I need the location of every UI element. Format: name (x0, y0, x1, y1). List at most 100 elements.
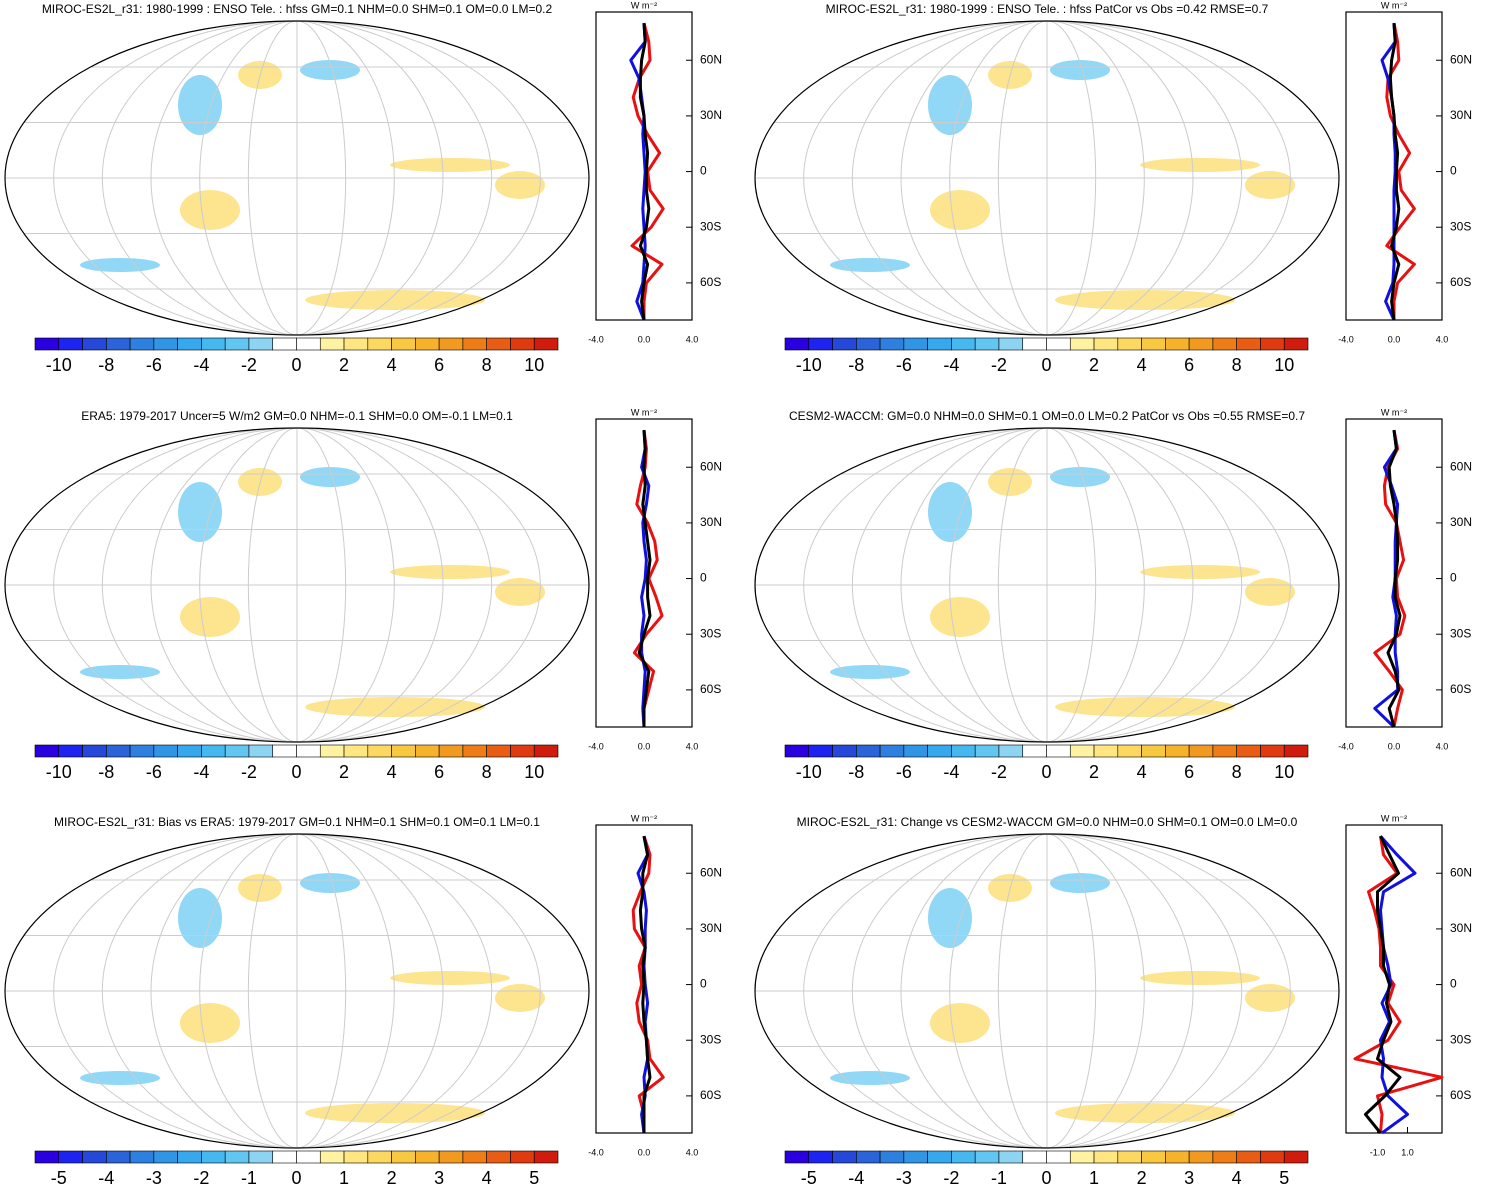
colorbar-label: -6 (896, 762, 912, 782)
x-tick-label: -1.0 (1370, 1147, 1386, 1157)
map-anomaly (80, 665, 160, 679)
colorbar-box (343, 1150, 369, 1164)
colorbar-box (106, 337, 131, 351)
colorbar-label: 10 (1274, 355, 1294, 375)
y-tick-label: 60N (1450, 52, 1472, 66)
colorbar-box (1283, 337, 1309, 351)
map-anomaly (1050, 873, 1110, 893)
colorbar-label: 2 (1089, 355, 1099, 375)
colorbar-box (856, 337, 881, 351)
colorbar-box (438, 337, 464, 351)
colorbar-label: 4 (387, 355, 397, 375)
colorbar-box (784, 1150, 810, 1164)
colorbar-box (248, 337, 274, 351)
map-anomaly (300, 873, 360, 893)
colorbar-box (510, 337, 535, 351)
y-tick-label: 30S (1450, 1032, 1471, 1046)
colorbar-box (106, 1150, 131, 1164)
colorbar-label: 4 (1137, 762, 1147, 782)
unit-label: W m⁻² (1381, 813, 1407, 823)
colorbar-box (248, 744, 274, 758)
colorbar-box (856, 1150, 881, 1164)
map-anomaly (300, 467, 360, 487)
colorbar-box (832, 1150, 857, 1164)
x-tick-label: -4.0 (588, 741, 604, 751)
zonal-mean-line (638, 23, 651, 321)
colorbar-box (391, 337, 416, 351)
colorbar-label: -8 (848, 355, 864, 375)
x-tick-label: 0.0 (638, 741, 651, 751)
y-tick-label: 60S (700, 682, 721, 696)
colorbar-label: -2 (943, 1168, 959, 1187)
colorbar-box (1236, 1150, 1261, 1164)
colorbar-label: -10 (46, 762, 72, 782)
map-anomaly (178, 888, 222, 948)
colorbar-box (1046, 1150, 1071, 1164)
zonal-mean-line (637, 430, 652, 727)
colorbar-box (224, 337, 250, 351)
colorbar-box (1046, 744, 1071, 758)
map-anomaly (930, 190, 990, 230)
colorbar-label: -8 (98, 762, 114, 782)
colorbar-label: 0 (291, 355, 301, 375)
colorbar-box (1212, 337, 1237, 351)
colorbar-box (1188, 1150, 1214, 1164)
map-anomaly (305, 697, 485, 717)
y-tick-label: 30S (1450, 626, 1471, 640)
colorbar-box (1236, 337, 1261, 351)
y-tick-label: 30S (700, 626, 721, 640)
colorbar-box (82, 337, 107, 351)
zonal-mean-line (1386, 429, 1402, 728)
unit-label: W m⁻² (631, 407, 657, 417)
colorbar-box (319, 1150, 345, 1164)
y-tick-label: 60S (700, 1088, 721, 1102)
colorbar-label: 4 (1137, 355, 1147, 375)
colorbar-box (272, 744, 297, 758)
colorbar-label: 4 (1232, 1168, 1242, 1187)
colorbar-box (927, 337, 952, 351)
map-outline (4, 20, 590, 336)
map-anomaly (1050, 60, 1110, 80)
colorbar-box (903, 744, 928, 758)
colorbar-label: -1 (241, 1168, 257, 1187)
colorbar-label: -2 (991, 762, 1007, 782)
map-anomaly (1055, 697, 1235, 717)
colorbar-box (1260, 1150, 1285, 1164)
x-tick-label: 1.0 (1401, 1147, 1414, 1157)
y-tick-label: 0 (1450, 977, 1457, 991)
y-tick-label: 30N (1450, 515, 1472, 529)
colorbar-label: 2 (339, 762, 349, 782)
colorbar-box (153, 1150, 178, 1164)
colorbar-label: 10 (1274, 762, 1294, 782)
colorbar-box (129, 1150, 155, 1164)
colorbar-box (1260, 337, 1285, 351)
y-tick-label: 0 (1450, 164, 1457, 178)
y-tick-label: 60N (700, 865, 722, 879)
colorbar-box (1165, 1150, 1190, 1164)
colorbar-label: -2 (241, 762, 257, 782)
colorbar-label: 2 (1137, 1168, 1147, 1187)
colorbar-box (879, 1150, 905, 1164)
map-anomaly (80, 1071, 160, 1085)
colorbar-box (998, 337, 1024, 351)
colorbar-box (533, 1150, 559, 1164)
colorbar-box (248, 1150, 274, 1164)
unit-label: W m⁻² (1381, 0, 1407, 10)
colorbar-label: 8 (482, 355, 492, 375)
colorbar-label: 5 (1279, 1168, 1289, 1187)
colorbar-box (1093, 337, 1119, 351)
y-tick-label: 60N (1450, 459, 1472, 473)
y-tick-label: 60N (700, 459, 722, 473)
colorbar-box (415, 1150, 440, 1164)
colorbar-label: 0 (1041, 762, 1051, 782)
colorbar-box (533, 337, 559, 351)
colorbar-label: -2 (193, 1168, 209, 1187)
y-tick-label: 60S (1450, 275, 1471, 289)
map-anomaly (390, 971, 510, 985)
map-anomaly (928, 75, 972, 135)
map-anomaly (1055, 1103, 1235, 1123)
colorbar-box (1069, 337, 1095, 351)
map-anomaly (300, 60, 360, 80)
colorbar-label: -6 (146, 355, 162, 375)
